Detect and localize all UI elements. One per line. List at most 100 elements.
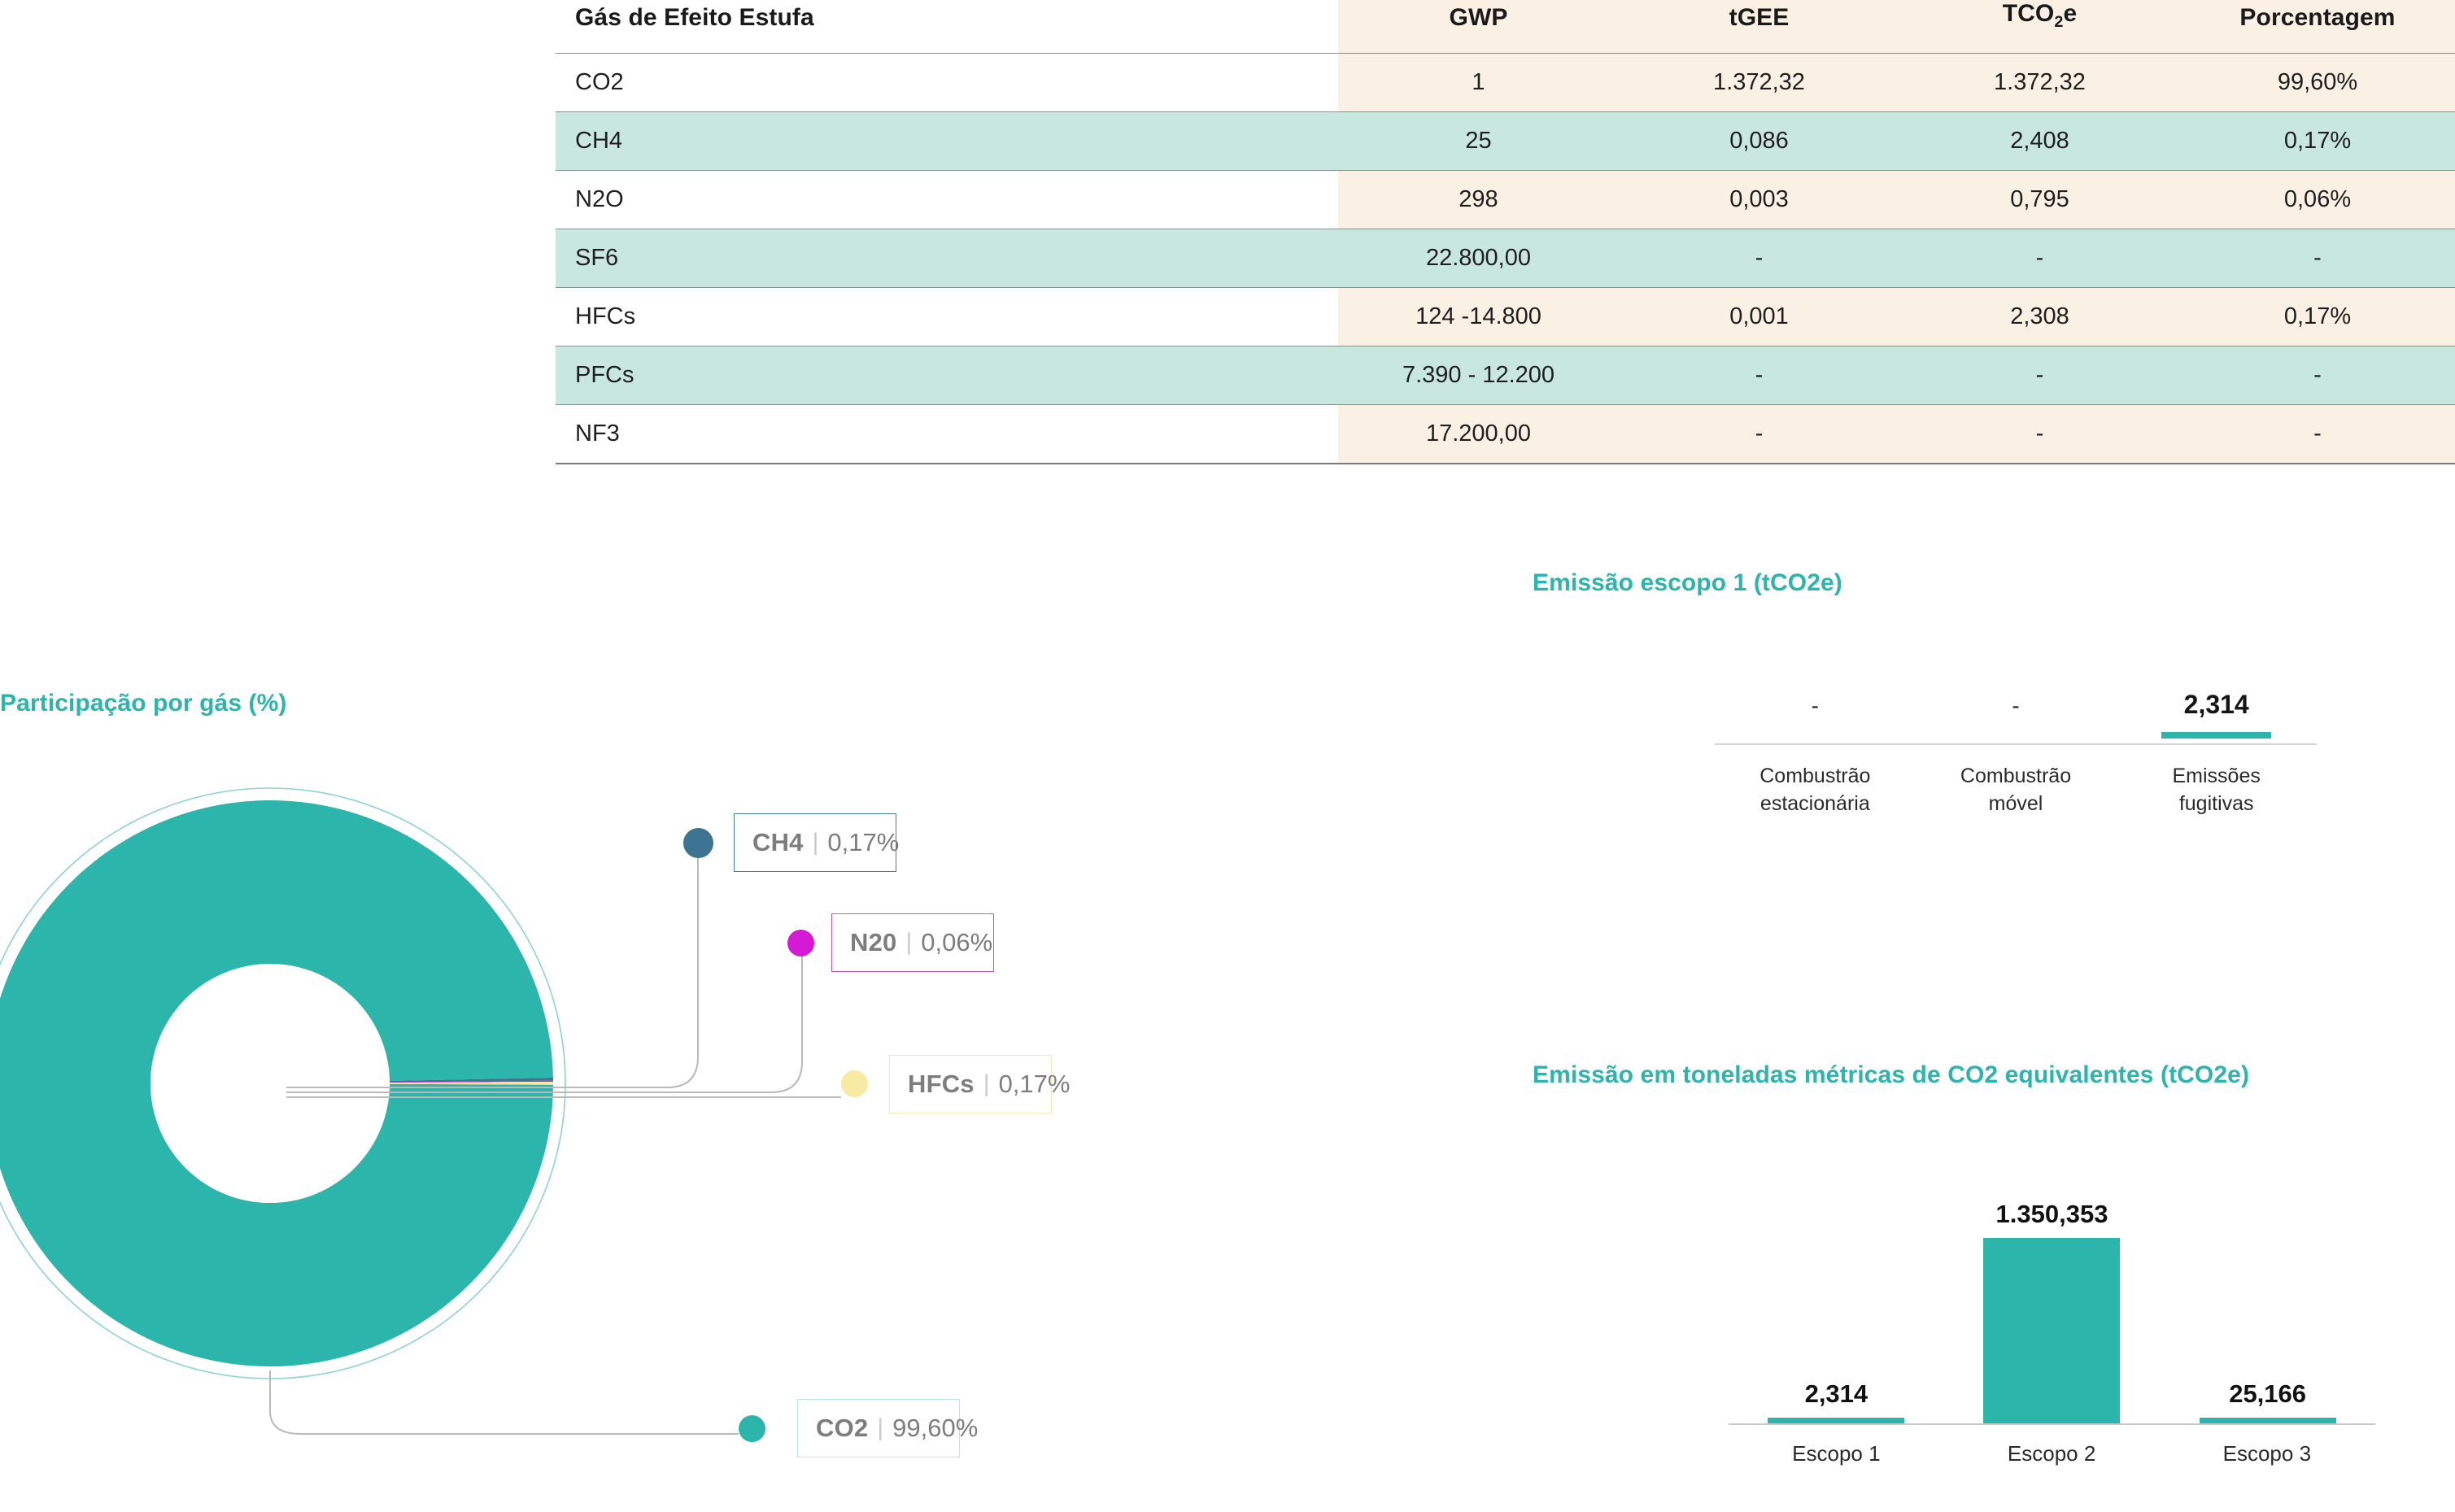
cell-gwp: 124 -14.800 bbox=[1338, 287, 1619, 346]
tco2e-sub: 2 bbox=[2054, 13, 2064, 31]
cell-gwp: 25 bbox=[1338, 111, 1619, 171]
table-header-row: Gás de Efeito Estufa GWP tGEE TCO2e Porc… bbox=[556, 0, 2455, 54]
barchart-plot: 2,314 1.350,353 25,166 bbox=[1729, 1163, 2375, 1423]
donut-label-ch4-value: 0,17% bbox=[827, 828, 900, 856]
bar-rect[interactable] bbox=[2199, 1418, 2336, 1423]
bar-rect[interactable] bbox=[1983, 1238, 2121, 1423]
donut-label-hfcs-separator: | bbox=[983, 1070, 990, 1097]
escopo1-minibar-row bbox=[1715, 717, 2317, 739]
col-header-gas: Gás de Efeito Estufa bbox=[556, 0, 1338, 54]
cell-porcentagem: 0,06% bbox=[2180, 170, 2455, 229]
table-row: PFCs 7.390 - 12.200- - - bbox=[556, 346, 2455, 405]
escopo1-value-text: 2,314 bbox=[2183, 690, 2249, 719]
ghg-table-element: Gás de Efeito Estufa GWP tGEE TCO2e Porc… bbox=[556, 0, 2455, 464]
escopo1-label-line1: Combustrão bbox=[1960, 765, 2072, 787]
cell-gwp: 7.390 - 12.200 bbox=[1338, 346, 1619, 405]
escopo1-value-text: - bbox=[1811, 693, 1819, 718]
donut-label-n2o[interactable]: N20 | 0,06% bbox=[831, 913, 994, 972]
cell-porcentagem: 0,17% bbox=[2180, 111, 2455, 171]
escopo1-label-line1: Emissões bbox=[2172, 765, 2261, 787]
bar-rect[interactable] bbox=[1768, 1418, 1905, 1423]
donut-hole bbox=[150, 964, 390, 1203]
bar-category-label: Escopo 1 bbox=[1792, 1441, 1881, 1466]
table-row: CO2 1 1.372,32 1.372,32 99,60% bbox=[556, 53, 2455, 112]
escopo1-minibar bbox=[2161, 732, 2272, 739]
cell-tco2e: 1.372,32 bbox=[1899, 53, 2180, 112]
cell-tco2e: - bbox=[1899, 404, 2180, 464]
col-header-gwp: GWP bbox=[1338, 0, 1619, 54]
bar-column-3[interactable]: 25,166 bbox=[2160, 1163, 2375, 1423]
cell-gas: SF6 bbox=[556, 229, 1338, 288]
escopo1-axis-line bbox=[1715, 743, 2317, 745]
cell-gwp: 17.200,00 bbox=[1338, 404, 1619, 464]
bar-value-label: 1.350,353 bbox=[1995, 1200, 2108, 1228]
bar-category-label: Escopo 2 bbox=[2007, 1441, 2096, 1466]
donut-label-ch4[interactable]: CH4 | 0,17% bbox=[734, 813, 900, 872]
donut-label-co2-separator: | bbox=[877, 1414, 884, 1441]
escopo1-scorecard: - -2,314 Combustrão estacionária Combustrão… bbox=[1715, 659, 2317, 817]
escopo1-label-3: Emissões fugitivas bbox=[2116, 763, 2317, 817]
cell-porcentagem: 99,60% bbox=[2180, 53, 2455, 112]
cell-tco2e: - bbox=[1899, 229, 2180, 288]
cell-tgee: 0,001 bbox=[1619, 287, 1899, 346]
emissions-bar-chart: 2,314 1.350,353 25,166 Escopo 1 Escopo 2 Esc… bbox=[1729, 1163, 2375, 1488]
cell-tco2e: - bbox=[1899, 346, 2180, 405]
tco2e-post: e bbox=[2063, 0, 2078, 27]
donut-chart-title: Participação por gás (%) bbox=[0, 690, 287, 717]
escopo1-label-line1: Combustrão bbox=[1759, 765, 1871, 787]
cell-porcentagem: 0,17% bbox=[2180, 287, 2455, 346]
escopo1-label-line2: móvel bbox=[1988, 791, 2043, 815]
bar-category-label: Escopo 3 bbox=[2222, 1441, 2312, 1466]
donut-label-ch4-name: CH4 bbox=[752, 828, 804, 856]
donut-svg bbox=[0, 787, 566, 1379]
ghg-table: Gás de Efeito Estufa GWP tGEE TCO2e Porc… bbox=[556, 0, 2455, 464]
cell-porcentagem: - bbox=[2180, 229, 2455, 288]
col-header-tco2e: TCO2e bbox=[1899, 0, 2180, 54]
escopo1-value-text: - bbox=[2012, 693, 2020, 718]
donut-label-hfcs[interactable]: HFCs | 0,17% bbox=[889, 1055, 1070, 1113]
donut-marker-hfcs bbox=[841, 1070, 868, 1097]
escopo1-minibar-cell-3 bbox=[2116, 732, 2317, 739]
escopo1-labels-row: Combustrão estacionária Combustrão móvel Emi… bbox=[1715, 763, 2317, 817]
donut-chart bbox=[0, 782, 571, 1384]
cell-gas: NF3 bbox=[556, 404, 1338, 464]
table-row: N2O 298 0,003 0,795 0,06% bbox=[556, 170, 2455, 229]
donut-label-co2[interactable]: CO2 | 99,60% bbox=[797, 1399, 978, 1458]
bar-column-1[interactable]: 2,314 bbox=[1729, 1163, 1944, 1423]
escopo1-label-line2: estacionária bbox=[1759, 791, 1870, 815]
donut-label-hfcs-value: 0,17% bbox=[998, 1070, 1071, 1098]
bar-column-2[interactable]: 1.350,353 bbox=[1944, 1163, 2160, 1423]
donut-label-co2-name: CO2 bbox=[816, 1414, 869, 1442]
donut-marker-co2 bbox=[739, 1415, 765, 1442]
table-row: SF6 22.800,00- - - bbox=[556, 229, 2455, 288]
barchart-category-row: Escopo 1 Escopo 2 Escopo 3 bbox=[1729, 1441, 2375, 1466]
escopo1-title: Emissão escopo 1 (tCO2e) bbox=[1533, 569, 1842, 596]
cell-gas: N2O bbox=[556, 170, 1338, 229]
donut-marker-n2o bbox=[787, 930, 814, 956]
table-row: NF3 17.200,00- - - bbox=[556, 404, 2455, 464]
cell-porcentagem: - bbox=[2180, 404, 2455, 464]
barchart-axis-line bbox=[1729, 1423, 2375, 1425]
cell-tco2e: 2,308 bbox=[1899, 287, 2180, 346]
bar-value-label: 25,166 bbox=[2229, 1379, 2307, 1408]
tco2e-pre: TCO bbox=[2002, 0, 2055, 27]
col-header-porcentagem: Porcentagem bbox=[2180, 0, 2455, 54]
donut-label-hfcs-name: HFCs bbox=[908, 1070, 975, 1098]
cell-tgee: - bbox=[1619, 346, 1899, 405]
cell-gas: PFCs bbox=[556, 346, 1338, 405]
escopo1-values-row: - - 2,314 bbox=[1715, 659, 2317, 717]
bar-value-label: 2,314 bbox=[1804, 1379, 1869, 1408]
cell-gwp: 22.800,00 bbox=[1338, 229, 1619, 288]
cell-tgee: 0,086 bbox=[1619, 111, 1899, 171]
escopo1-label-line2: fugitivas bbox=[2178, 791, 2254, 815]
table-row: HFCs 124 -14.800 0,001 2,308 0,17% bbox=[556, 287, 2455, 346]
donut-label-ch4-separator: | bbox=[812, 829, 819, 856]
table-header: Gás de Efeito Estufa GWP tGEE TCO2e Porc… bbox=[556, 0, 2455, 54]
cell-tgee: 1.372,32 bbox=[1619, 53, 1899, 112]
col-header-tgee: tGEE bbox=[1619, 0, 1899, 54]
cell-gas: CH4 bbox=[556, 111, 1338, 171]
escopo1-value-2: - bbox=[1916, 695, 2117, 717]
cell-gas: HFCs bbox=[556, 287, 1338, 346]
cell-porcentagem: - bbox=[2180, 346, 2455, 405]
cell-tco2e: 2,408 bbox=[1899, 111, 2180, 171]
